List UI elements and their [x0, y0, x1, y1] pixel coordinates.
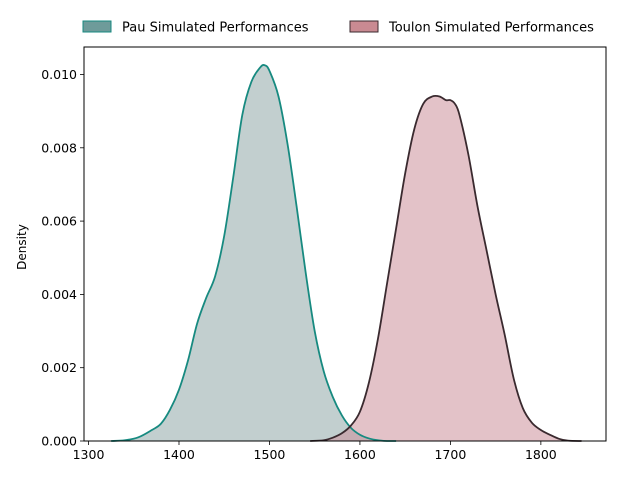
y-axis: 0.000 0.002 0.004 0.006 0.008 0.010 [41, 67, 84, 449]
x-tick-label: 1600 [344, 447, 376, 462]
plot-frame [83, 46, 607, 442]
legend-label-series-0: Pau Simulated Performances [122, 21, 309, 36]
legend-swatch-series-1 [349, 20, 379, 33]
legend: Pau Simulated Performances Toulon Simulat… [82, 20, 594, 36]
x-tick-label: 1300 [73, 447, 105, 462]
legend-swatch-series-0 [82, 20, 112, 33]
series-0-density-area [111, 64, 397, 441]
legend-label-series-1: Toulon Simulated Performances [388, 21, 594, 36]
series-1-density-line [310, 94, 582, 442]
density-lines [111, 64, 582, 442]
y-tick-label: 0.000 [41, 434, 77, 449]
x-tick-label: 1500 [254, 447, 286, 462]
y-tick-label: 0.006 [41, 214, 77, 229]
y-tick-label: 0.004 [41, 287, 77, 302]
y-tick-label: 0.010 [41, 67, 77, 82]
x-axis: 1300 1400 1500 1600 1700 1800 [73, 441, 557, 462]
series-1-density-area [310, 95, 582, 441]
x-tick-label: 1700 [434, 447, 466, 462]
x-tick-label: 1400 [163, 447, 195, 462]
density-fills [111, 64, 582, 441]
y-axis-label: Density [15, 224, 29, 270]
x-tick-label: 1800 [525, 447, 557, 462]
y-tick-label: 0.002 [41, 360, 77, 375]
y-tick-label: 0.008 [41, 140, 77, 155]
